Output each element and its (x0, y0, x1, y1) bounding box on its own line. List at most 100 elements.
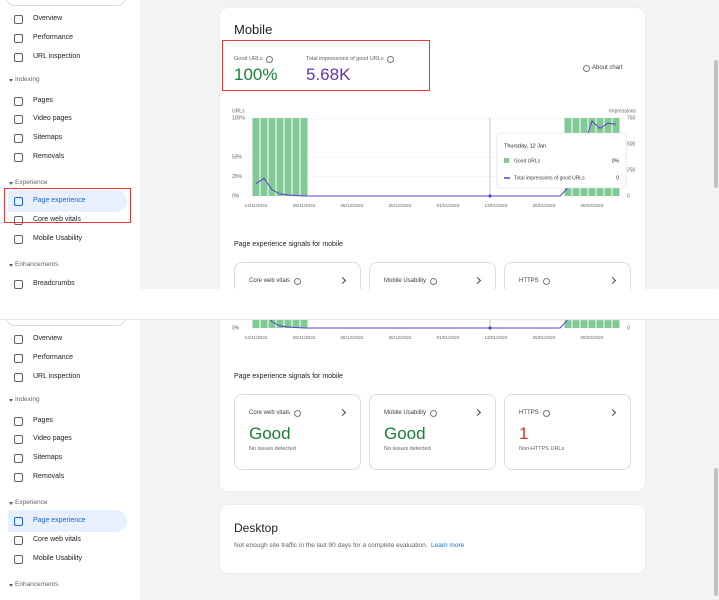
nav-section-title[interactable]: Experience (15, 179, 48, 186)
signal-card[interactable] (234, 262, 361, 289)
section-heading: Page experience signals for mobile (234, 241, 343, 248)
nav-item[interactable]: Pages (33, 417, 53, 424)
signal-detail: No issues detected (249, 446, 296, 452)
nav-item[interactable]: Page experience (33, 197, 86, 204)
nav-item[interactable]: Video pages (33, 435, 72, 442)
sidebar: Overview Performance URL inspection Indexin… (0, 0, 140, 289)
y2-tick-label: 0 (627, 193, 630, 199)
nav-item[interactable]: Performance (33, 354, 74, 361)
legend-swatch (504, 158, 509, 163)
nav-item[interactable]: Removals (33, 153, 65, 160)
signal-card[interactable] (504, 262, 631, 289)
about-chart-link[interactable]: About chart (592, 65, 623, 71)
nav-item[interactable]: Core web vitals (33, 216, 81, 223)
info-icon (430, 410, 437, 417)
bar (260, 320, 268, 328)
card (220, 320, 645, 491)
bar (596, 320, 604, 328)
x-tick-label: 14/11/2022 (245, 335, 268, 340)
signal-card-title: Mobile Usability (384, 278, 427, 284)
nav-icon (14, 134, 23, 143)
hover-dot (488, 326, 492, 330)
nav-item[interactable]: Sitemaps (33, 134, 63, 141)
info-icon (543, 410, 550, 417)
nav-section-title[interactable]: Indexing (15, 76, 40, 83)
nav-item[interactable]: URL inspection (33, 53, 81, 60)
nav-item[interactable]: Page experience (33, 517, 86, 524)
section-caret (9, 79, 13, 82)
signal-card-title: Core web vitals (249, 410, 291, 416)
info-icon (430, 278, 437, 285)
y-tick-label: 25% (232, 174, 243, 180)
nav-section-title[interactable]: Enhancements (15, 581, 59, 588)
nav-item[interactable]: URL inspection (33, 373, 81, 380)
signal-card[interactable] (504, 394, 631, 470)
nav-item[interactable]: Breadcrumbs (33, 280, 75, 287)
bar (268, 320, 276, 328)
nav-icon (14, 235, 23, 244)
nav-icon (14, 555, 23, 564)
nav-item[interactable]: Overview (33, 335, 63, 342)
nav-item[interactable]: Sitemaps (33, 454, 63, 461)
nav-section-title[interactable]: Indexing (15, 396, 40, 403)
highlight-box (4, 188, 131, 223)
signal-card[interactable] (369, 262, 496, 289)
y2-tick-label: 0 (627, 325, 630, 331)
nav-section-title[interactable]: Enhancements (15, 261, 59, 268)
active-pill (8, 190, 127, 212)
card (220, 505, 645, 573)
x-tick-label: 25/01/2023 (533, 335, 556, 340)
x-tick-label: 25/01/2023 (533, 203, 556, 208)
tooltip-value: 0% (612, 158, 620, 164)
metric-value: 5.68K (306, 65, 351, 84)
metric-label: Good URLs (234, 56, 263, 62)
chart: URLsImpressions100%50%25%0%750500250014/… (232, 320, 630, 340)
nav-item[interactable]: Mobile Usability (33, 235, 83, 242)
bar (564, 320, 572, 328)
signal-card[interactable] (369, 394, 496, 470)
learn-more-link[interactable]: Learn more (431, 542, 465, 549)
hover-dot (488, 194, 492, 198)
bar (260, 118, 268, 196)
nav-section-title[interactable]: Experience (15, 499, 48, 506)
sidebar: Overview Performance URL inspection Indexin… (0, 320, 140, 600)
nav-item[interactable]: Pages (33, 97, 53, 104)
screen-top: Mobile Good URLs 100% Total impressions of … (0, 0, 719, 289)
x-tick-label: 26/11/2022 (293, 335, 316, 340)
nav-item[interactable]: Mobile Usability (33, 555, 83, 562)
scrollbar-track (713, 320, 719, 600)
info-icon (294, 278, 301, 285)
nav-item[interactable]: Overview (33, 15, 63, 22)
metric-value: 100% (234, 65, 278, 84)
section-title: Desktop (234, 521, 279, 535)
y-axis-title: URLs (232, 108, 245, 114)
impressions-line (255, 120, 617, 197)
bar (276, 118, 284, 196)
scrollbar-thumb (714, 60, 718, 188)
bar (252, 320, 260, 328)
section-caret (9, 584, 13, 587)
nav-icon (14, 335, 23, 344)
nav-icon (14, 454, 23, 463)
signal-card[interactable] (234, 394, 361, 470)
bar (252, 118, 260, 196)
nav-item[interactable]: Core web vitals (33, 536, 81, 543)
nav-item[interactable]: Performance (33, 34, 74, 41)
nav-icon (14, 34, 23, 43)
info-icon (266, 56, 273, 63)
x-tick-label: 13/01/2023 (485, 203, 508, 208)
nav-icon (14, 115, 23, 124)
x-tick-label: 01/01/2023 (437, 203, 460, 208)
nav-item[interactable]: Video pages (33, 115, 72, 122)
bar (588, 320, 596, 328)
nav-icon (14, 354, 23, 363)
signal-card-title: Mobile Usability (384, 410, 427, 416)
nav-item[interactable]: Removals (33, 473, 65, 480)
y2-tick-label: 500 (627, 141, 636, 147)
x-tick-label: 06/02/2023 (581, 203, 604, 208)
bar (604, 320, 612, 328)
